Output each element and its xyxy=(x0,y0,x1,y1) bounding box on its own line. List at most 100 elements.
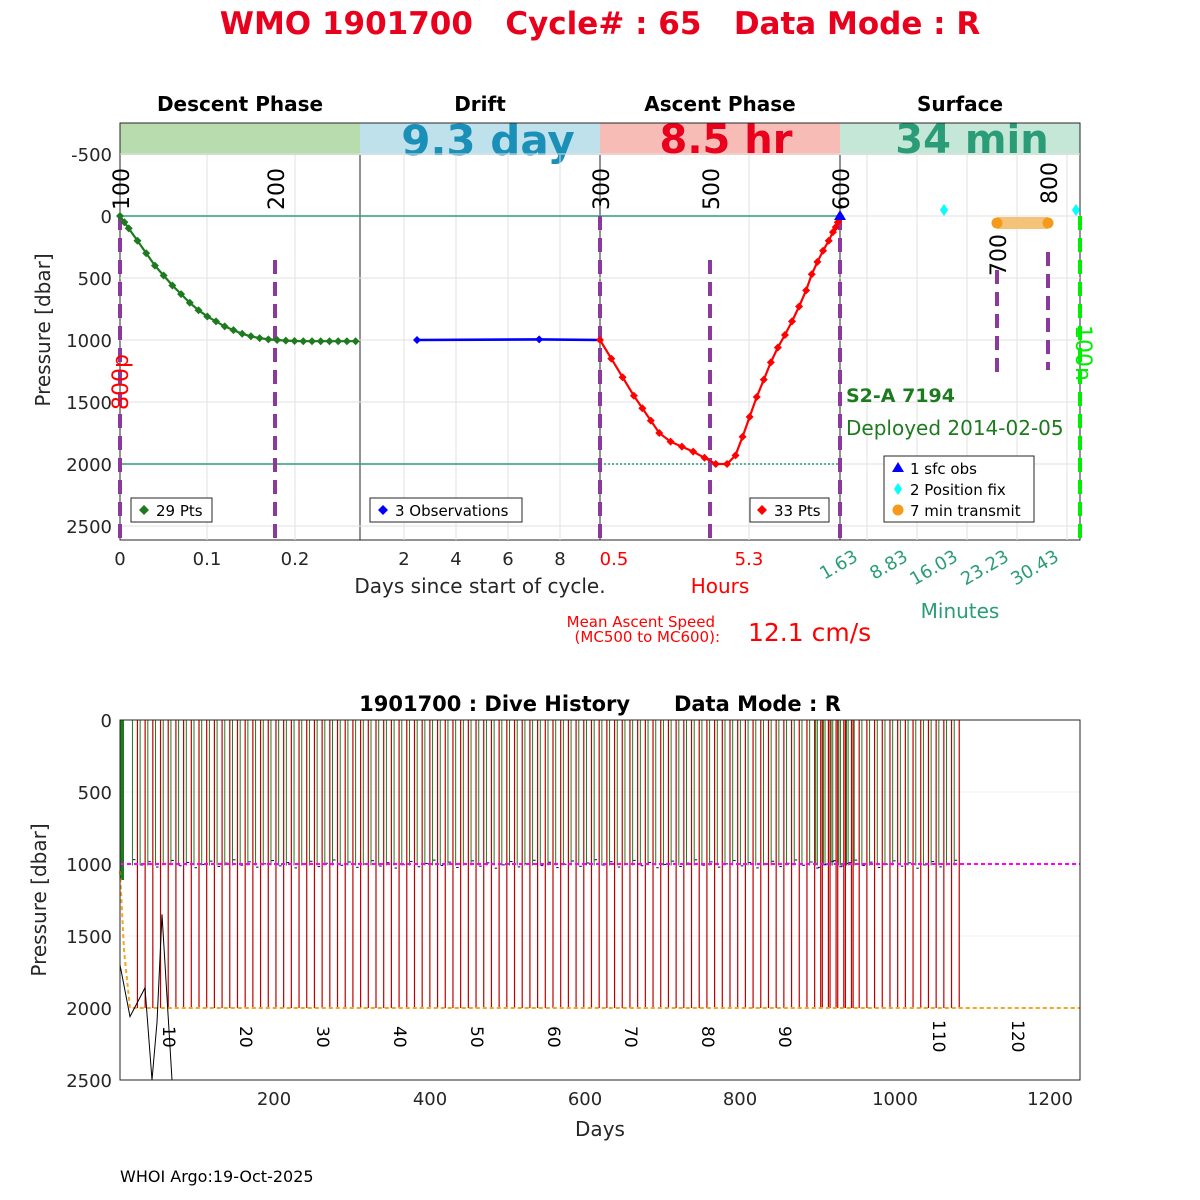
descent-point-11 xyxy=(203,312,212,321)
ascent-point-8 xyxy=(677,442,686,451)
surface-legend: 1 sfc obs 2 Position fix 7 min transmit xyxy=(883,455,1035,523)
descent-point-7 xyxy=(168,281,177,290)
ascent-speed-value: 12.1 cm/s xyxy=(748,618,871,647)
legend-transmit-label: 7 min transmit xyxy=(910,502,1021,520)
ascent-speed-label-1: Mean Ascent Speed xyxy=(567,613,715,631)
y-tick-1000: 1000 xyxy=(66,331,112,352)
descent-point-8 xyxy=(177,290,186,299)
wmo-label: WMO 1901700 xyxy=(220,6,473,42)
history-x-axis-label: Days xyxy=(575,1117,625,1141)
marker-label-800: 800 xyxy=(1038,162,1063,204)
history-x-ticks: 200 400 600 800 1000 1200 xyxy=(257,1089,1073,1110)
ascent-phase-title: Ascent Phase xyxy=(644,92,795,116)
descent-x-tick-0-2: 0.2 xyxy=(281,549,310,570)
ascent-point-17 xyxy=(759,375,768,384)
drift-legend-box xyxy=(369,497,523,523)
ascent-point-3 xyxy=(629,391,638,400)
marker-label-300: 300 xyxy=(590,168,615,210)
history-axes-frame xyxy=(119,719,1081,1081)
drift-series xyxy=(413,335,601,344)
history-y-tick-2000: 2000 xyxy=(66,999,112,1020)
ascent-point-13 xyxy=(731,451,740,460)
descent-point-10 xyxy=(194,306,203,315)
ascent-point-27 xyxy=(824,236,833,245)
descent-point-9 xyxy=(185,298,194,307)
ascent-point-0 xyxy=(596,336,604,344)
history-x-tick-600: 600 xyxy=(568,1089,602,1110)
ascent-point-20 xyxy=(780,331,789,340)
ascent-legend: 33 Pts xyxy=(749,497,830,523)
surface-x-tick-1-63: 1.63 xyxy=(816,546,861,584)
descent-point-17 xyxy=(255,334,264,343)
y-tick-500: 500 xyxy=(78,269,112,290)
position-fix-point-1 xyxy=(940,204,948,216)
history-title: 1901700 : Dive History Data Mode : R xyxy=(359,692,841,716)
history-initial-descent-block xyxy=(120,720,124,880)
descent-x-tick-0: 0 xyxy=(114,549,125,570)
ascent-point-18 xyxy=(766,358,775,367)
descent-point-25 xyxy=(325,337,334,346)
ascent-point-24 xyxy=(807,270,816,279)
history-y-axis-label: Pressure [dbar] xyxy=(27,823,51,976)
cycle-label-90: 90 xyxy=(774,1026,794,1048)
cycle-label: Cycle# : 65 xyxy=(505,6,701,42)
surface-x-tick-8-83: 8.83 xyxy=(866,546,911,584)
ascent-point-6 xyxy=(655,429,664,437)
marker-label-600: 600 xyxy=(830,168,855,210)
descent-point-19 xyxy=(273,336,282,344)
descent-point-24 xyxy=(316,337,325,346)
descent-point-18 xyxy=(264,335,273,344)
ascent-series xyxy=(596,212,844,468)
history-x-tick-200: 200 xyxy=(257,1089,291,1110)
surface-banner xyxy=(840,123,1080,155)
marker-label-700: 700 xyxy=(987,234,1012,276)
descent-point-13 xyxy=(220,322,229,331)
descent-series xyxy=(116,212,360,346)
descent-point-5 xyxy=(150,261,159,270)
position-fix-point-2 xyxy=(1072,204,1080,216)
ascent-point-25 xyxy=(813,257,822,266)
ascent-point-23 xyxy=(802,286,811,295)
ascent-point-5 xyxy=(646,416,655,425)
marker-label-100: 100 xyxy=(110,168,135,210)
history-x-tick-1200: 1200 xyxy=(1027,1089,1073,1110)
descent-legend: 29 Pts xyxy=(130,497,213,523)
transmit-start-point xyxy=(991,217,1003,229)
descent-point-22 xyxy=(299,337,308,346)
ascent-duration: 8.5 hr xyxy=(660,117,793,163)
ascent-legend-label: 33 Pts xyxy=(774,502,821,520)
history-y-tick-500: 500 xyxy=(78,783,112,804)
descent-point-26 xyxy=(334,337,343,346)
deployment-date: Deployed 2014-02-05 xyxy=(846,416,1064,440)
ascent-point-2 xyxy=(618,373,627,382)
drift-x-tick-6: 6 xyxy=(502,549,513,570)
ascent-point-26 xyxy=(819,246,828,255)
legend-sfc-obs-label: 1 sfc obs xyxy=(910,460,977,478)
ascent-point-15 xyxy=(745,412,754,421)
descent-point-28 xyxy=(351,337,360,346)
cycle-label-20: 20 xyxy=(235,1026,255,1048)
figure-title: WMO 1901700 Cycle# : 65 Data Mode : R xyxy=(220,6,981,42)
y-tick-1500: 1500 xyxy=(66,393,112,414)
drift-point-0 xyxy=(413,336,421,344)
surface-legend-box xyxy=(883,455,1035,523)
ascent-point-21 xyxy=(788,317,796,326)
data-mode-label: Data Mode : R xyxy=(734,6,981,42)
descent-point-4 xyxy=(142,249,151,258)
drift-duration: 9.3 day xyxy=(401,116,575,165)
drift-legend-marker xyxy=(378,505,388,515)
y-tick-neg500: -500 xyxy=(71,145,112,166)
surface-obs-point xyxy=(834,210,846,220)
history-plot-area xyxy=(119,720,1080,1081)
descent-line xyxy=(119,215,356,343)
descent-x-tick-0-1: 0.1 xyxy=(193,549,222,570)
drift-x-tick-8: 8 xyxy=(554,549,565,570)
top-y-axis-label: Pressure [dbar] xyxy=(31,253,55,406)
descent-point-20 xyxy=(281,336,290,345)
cycle-label-10: 10 xyxy=(158,1026,178,1048)
drift-point-1 xyxy=(535,335,544,344)
descent-legend-label: 29 Pts xyxy=(156,502,203,520)
ascent-x-tick-0-5: 0.5 xyxy=(600,549,629,570)
drift-phase-title: Drift xyxy=(454,92,506,116)
